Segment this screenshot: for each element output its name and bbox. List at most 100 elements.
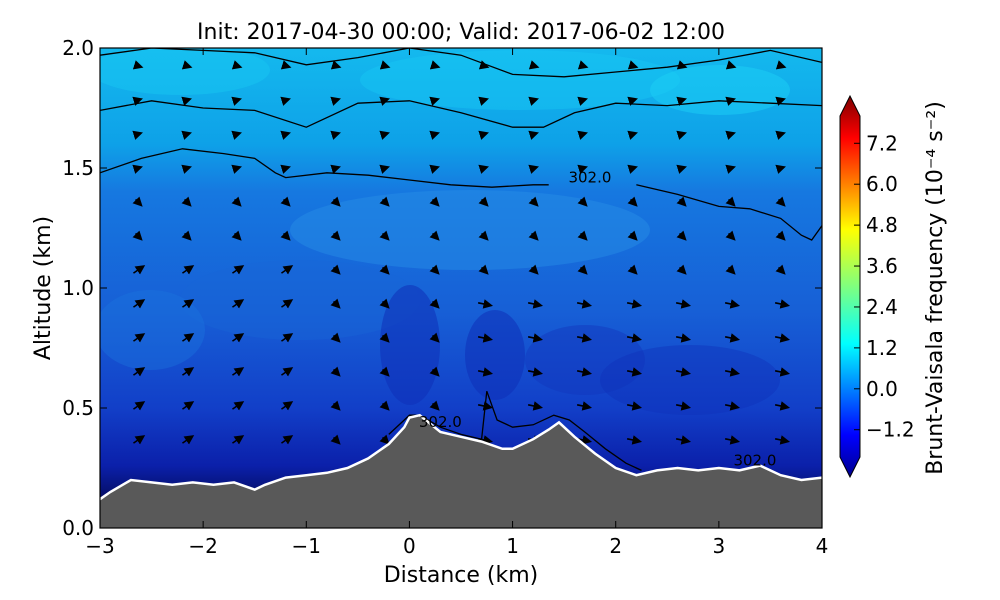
contour-labels: 302.0 302.0 302.0 bbox=[419, 168, 777, 469]
wind-vector bbox=[627, 264, 638, 275]
x-tick-label: −1 bbox=[292, 534, 321, 558]
wind-vector bbox=[379, 60, 391, 70]
wind-vector bbox=[675, 367, 692, 377]
wind-vector bbox=[429, 332, 440, 343]
wind-vector bbox=[775, 164, 786, 174]
wind-vector bbox=[429, 60, 441, 70]
wind-vector bbox=[577, 230, 588, 241]
wind-vector bbox=[330, 332, 341, 343]
wind-vector bbox=[132, 196, 143, 207]
wind-vector bbox=[330, 130, 341, 140]
wind-vector bbox=[725, 164, 736, 174]
colorbar-ticks: 7.2 6.0 4.8 3.6 2.4 1.2 0.0 −1.2 bbox=[854, 131, 915, 442]
wind-vector bbox=[676, 230, 687, 241]
wind-vector bbox=[280, 230, 291, 241]
wind-vector bbox=[478, 196, 489, 207]
wind-vector bbox=[232, 333, 245, 343]
wind-vector bbox=[281, 333, 294, 343]
wind-vector bbox=[576, 299, 593, 309]
wind-vector bbox=[429, 366, 440, 377]
wind-vector bbox=[133, 401, 146, 411]
wind-vector bbox=[775, 60, 787, 70]
wind-vector bbox=[280, 196, 291, 207]
wind-vector bbox=[478, 96, 489, 106]
wind-vector bbox=[429, 230, 440, 241]
wind-vector bbox=[725, 264, 736, 275]
terrain bbox=[100, 415, 822, 528]
wind-vector bbox=[527, 299, 544, 309]
wind-vector bbox=[626, 401, 643, 411]
wind-vector bbox=[527, 367, 544, 377]
chart-title: Init: 2017-04-30 00:00; Valid: 2017-06-0… bbox=[197, 20, 725, 45]
wind-vector bbox=[627, 230, 638, 241]
x-tick-label: −2 bbox=[188, 534, 217, 558]
wind-vector bbox=[181, 96, 192, 106]
colorbar-label: Brunt-Vaisala frequency (10⁻⁴ s⁻²) bbox=[923, 101, 948, 475]
wind-vector bbox=[429, 196, 440, 207]
wind-vector bbox=[132, 96, 143, 106]
contour-label: 302.0 bbox=[568, 168, 611, 186]
wind-vector bbox=[528, 196, 539, 207]
wind-vector bbox=[182, 435, 195, 445]
wind-vector bbox=[528, 60, 540, 70]
wind-vector bbox=[232, 401, 245, 411]
colorbar-tick-label: 6.0 bbox=[866, 172, 898, 196]
wind-vector bbox=[330, 164, 341, 174]
wind-vector bbox=[528, 130, 539, 140]
wind-vector bbox=[231, 130, 242, 140]
wind-vector bbox=[675, 333, 692, 343]
wind-vector bbox=[627, 164, 638, 174]
wind-vector bbox=[478, 264, 489, 275]
wind-vector bbox=[379, 332, 390, 343]
wind-vector bbox=[182, 333, 195, 343]
wind-vector bbox=[280, 130, 291, 140]
wind-vector bbox=[231, 196, 242, 207]
field-patch bbox=[100, 48, 270, 95]
wind-vector bbox=[725, 130, 736, 140]
wind-vector bbox=[724, 367, 741, 377]
y-tick-label: 1.5 bbox=[62, 156, 94, 180]
wind-vector bbox=[379, 366, 390, 377]
colorbar-tick-label: 2.4 bbox=[866, 295, 898, 319]
colorbar-tick-label: 1.2 bbox=[866, 336, 898, 360]
wind-vector bbox=[133, 367, 146, 377]
wind-vector bbox=[182, 299, 195, 309]
wind-vector bbox=[429, 264, 440, 275]
wind-vectors bbox=[132, 60, 791, 445]
wind-vector bbox=[281, 299, 294, 309]
field-patch bbox=[600, 345, 780, 415]
wind-vector bbox=[181, 130, 192, 140]
wind-vector bbox=[775, 96, 786, 106]
wind-vector bbox=[379, 264, 390, 275]
wind-vector bbox=[724, 401, 741, 411]
wind-vector bbox=[774, 401, 791, 411]
wind-vector bbox=[330, 196, 341, 207]
wind-vector bbox=[280, 164, 291, 174]
terrain-edge bbox=[100, 413, 822, 501]
wind-vector bbox=[775, 230, 786, 241]
wind-vector bbox=[182, 265, 195, 275]
wind-vector bbox=[281, 401, 294, 411]
contour-line bbox=[100, 100, 822, 128]
wind-vector bbox=[232, 367, 245, 377]
wind-vector bbox=[133, 265, 146, 275]
colorbar: 7.2 6.0 4.8 3.6 2.4 1.2 0.0 −1.2 Brunt-Vaisala … bbox=[839, 94, 948, 479]
wind-vector bbox=[527, 401, 544, 411]
wind-vector bbox=[231, 60, 243, 70]
contour-line bbox=[100, 148, 549, 188]
wind-vector bbox=[675, 401, 692, 411]
x-axis-label: Distance (km) bbox=[384, 563, 539, 588]
wind-vector bbox=[379, 434, 390, 445]
wind-vector bbox=[627, 96, 638, 106]
wind-vector bbox=[725, 96, 736, 106]
wind-vector bbox=[330, 400, 341, 411]
wind-vector bbox=[725, 60, 737, 70]
wind-vector bbox=[724, 299, 741, 309]
contour-label: 302.0 bbox=[419, 413, 462, 431]
wind-vector bbox=[330, 264, 341, 275]
wind-vector bbox=[181, 60, 193, 70]
x-axis: −3 −2 −1 0 1 2 3 4 bbox=[85, 48, 828, 558]
wind-vector bbox=[676, 130, 687, 140]
wind-vector bbox=[477, 299, 494, 309]
wind-vector bbox=[133, 299, 146, 309]
